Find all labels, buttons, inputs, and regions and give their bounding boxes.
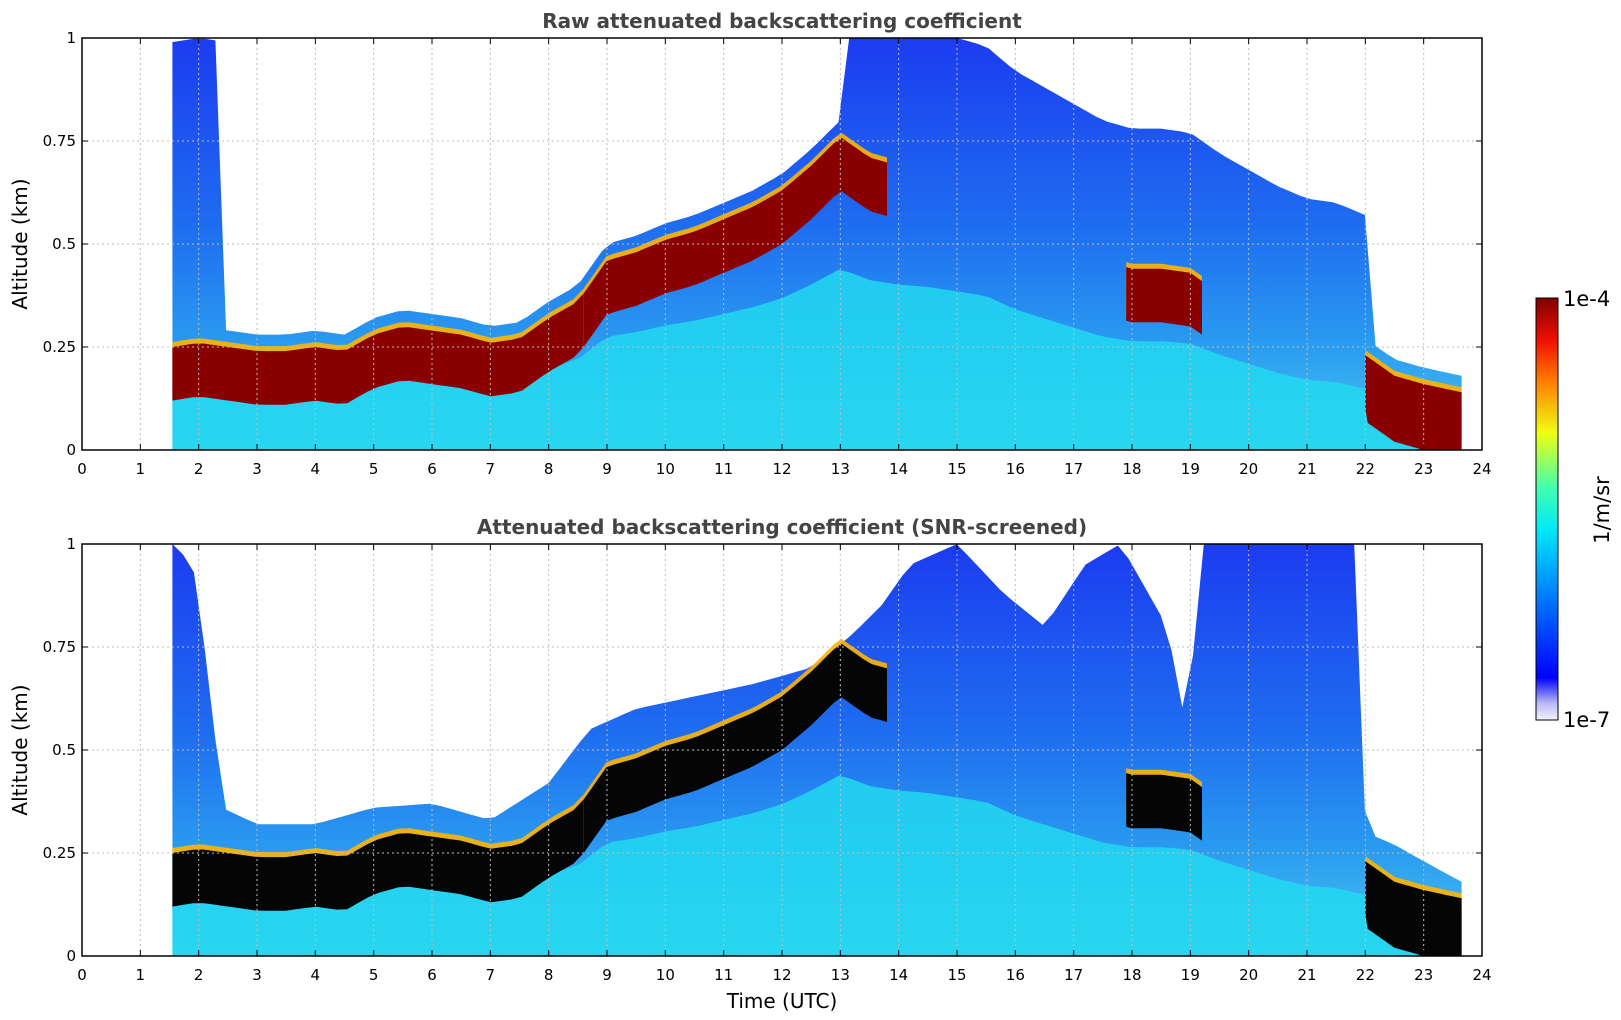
panel2-surface-band xyxy=(172,775,1462,956)
panel1-x-tick-label: 20 xyxy=(1239,460,1258,478)
panel2-x-tick-label: 8 xyxy=(544,966,554,984)
panel2-x-tick-label: 15 xyxy=(947,966,966,984)
panel1-y-ticks: 0 0.25 0.5 0.75 1 xyxy=(43,29,1482,459)
colorbar-units-label: 1/m/sr xyxy=(1590,476,1614,544)
panel1-x-tick-label: 0 xyxy=(77,460,87,478)
panel1-x-tick-label: 22 xyxy=(1356,460,1375,478)
panel2-x-tick-label: 20 xyxy=(1239,966,1258,984)
panel2-y-tick-label: 0.5 xyxy=(52,741,76,759)
panel2-y-tick-label: 0.75 xyxy=(43,638,76,656)
panel2-x-tick-label: 14 xyxy=(889,966,908,984)
colorbar: 1e-4 1e-7 1/m/sr xyxy=(1535,287,1614,732)
panel1-surface-band xyxy=(172,269,1462,450)
raw-backscatter-panel: Raw attenuated backscattering coefficien… xyxy=(8,9,1492,478)
panel1-x-tick-label: 15 xyxy=(947,460,966,478)
panel2-x-tick-label: 11 xyxy=(714,966,733,984)
x-axis-label: Time (UTC) xyxy=(726,989,838,1013)
panel1-x-tick-label: 1 xyxy=(136,460,146,478)
panel1-y-tick-label: 1 xyxy=(66,29,76,47)
panel1-x-tick-label: 19 xyxy=(1181,460,1200,478)
panel1-y-tick-label: 0.75 xyxy=(43,132,76,150)
panel1-gridlines xyxy=(82,38,1482,450)
panel1-x-tick-label: 21 xyxy=(1297,460,1316,478)
panel1-x-tick-label: 13 xyxy=(831,460,850,478)
panel2-x-tick-label: 23 xyxy=(1414,966,1433,984)
panel2-x-tick-label: 24 xyxy=(1472,966,1491,984)
panel1-x-ticks: 0 1 2 3 4 5 6 7 8 9 10 11 12 13 14 15 16 17 18 19 20 21 22 23 24 xyxy=(77,38,1492,478)
panel1-x-tick-label: 9 xyxy=(602,460,612,478)
panel2-gridlines xyxy=(82,544,1482,956)
panel1-x-tick-label: 18 xyxy=(1122,460,1141,478)
panel1-x-tick-label: 11 xyxy=(714,460,733,478)
panel2-boundary-layer-0 xyxy=(172,799,584,911)
panel2-x-tick-label: 10 xyxy=(656,966,675,984)
panel2-x-tick-label: 3 xyxy=(252,966,262,984)
panel1-x-tick-label: 4 xyxy=(311,460,321,478)
panel2-x-tick-label: 7 xyxy=(486,966,496,984)
panel2-y-tick-label: 0 xyxy=(66,947,76,965)
panel2-x-tick-label: 2 xyxy=(194,966,204,984)
panel2-x-tick-label: 0 xyxy=(77,966,87,984)
panel2-y-tick-label: 1 xyxy=(66,535,76,553)
panel1-x-tick-label: 14 xyxy=(889,460,908,478)
panel2-x-ticks: 0 1 2 3 4 5 6 7 8 9 10 11 12 13 14 15 16 17 18 19 20 21 22 23 24 xyxy=(77,544,1492,984)
panel1-x-tick-label: 2 xyxy=(194,460,204,478)
panel1-y-tick-label: 0.25 xyxy=(43,338,76,356)
panel2-y-ticks: 0 0.25 0.5 0.75 1 xyxy=(43,535,1482,965)
panel2-boundary-layer-2 xyxy=(1126,773,1202,841)
panel2-x-tick-label: 12 xyxy=(772,966,791,984)
panel1-x-tick-label: 7 xyxy=(486,460,496,478)
panel2-x-tick-label: 19 xyxy=(1181,966,1200,984)
panel1-boundary-layer-2 xyxy=(1126,267,1202,335)
panel1-x-tick-label: 23 xyxy=(1414,460,1433,478)
panel2-x-tick-label: 4 xyxy=(311,966,321,984)
panel1-title: Raw attenuated backscattering coefficien… xyxy=(542,9,1022,33)
panel2-title: Attenuated backscattering coefficient (S… xyxy=(477,515,1087,539)
colorbar-gradient xyxy=(1535,297,1559,721)
panel2-y-axis-label: Altitude (km) xyxy=(8,684,32,815)
panel2-x-tick-label: 22 xyxy=(1356,966,1375,984)
panel1-x-tick-label: 6 xyxy=(427,460,437,478)
panel1-x-tick-label: 16 xyxy=(1006,460,1025,478)
panel1-y-axis-label: Altitude (km) xyxy=(8,178,32,309)
panel1-x-tick-label: 3 xyxy=(252,460,262,478)
panel1-boundary-layer-3 xyxy=(1365,355,1462,450)
panel1-x-tick-label: 17 xyxy=(1064,460,1083,478)
panel1-x-tick-label: 10 xyxy=(656,460,675,478)
colorbar-max-label: 1e-4 xyxy=(1563,287,1610,311)
panel1-boundary-layer-1 xyxy=(583,137,887,347)
panel2-boundary-layer-3 xyxy=(1365,861,1462,956)
panel1-y-tick-label: 0 xyxy=(66,441,76,459)
colorbar-min-label: 1e-7 xyxy=(1563,708,1610,732)
panel1-x-tick-label: 24 xyxy=(1472,460,1491,478)
panel1-y-tick-label: 0.5 xyxy=(52,235,76,253)
panel1-x-tick-label: 12 xyxy=(772,460,791,478)
panel1-x-tick-label: 5 xyxy=(369,460,379,478)
panel2-x-tick-label: 17 xyxy=(1064,966,1083,984)
panel1-x-tick-label: 8 xyxy=(544,460,554,478)
panel2-x-tick-label: 16 xyxy=(1006,966,1025,984)
panel2-x-tick-label: 6 xyxy=(427,966,437,984)
panel2-x-tick-label: 18 xyxy=(1122,966,1141,984)
panel2-x-tick-label: 9 xyxy=(602,966,612,984)
panel2-x-tick-label: 1 xyxy=(136,966,146,984)
snr-screened-panel: Attenuated backscattering coefficient (S… xyxy=(8,515,1492,1013)
panel2-x-tick-label: 5 xyxy=(369,966,379,984)
panel2-boundary-layer-1 xyxy=(583,643,887,853)
panel2-x-tick-label: 21 xyxy=(1297,966,1316,984)
panel1-boundary-layer-0 xyxy=(172,293,584,405)
panel2-y-tick-label: 0.25 xyxy=(43,844,76,862)
panel2-x-tick-label: 13 xyxy=(831,966,850,984)
